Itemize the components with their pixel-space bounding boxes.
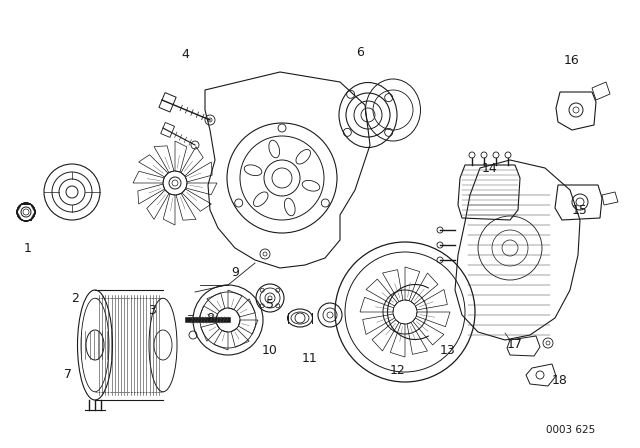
Text: 8: 8 (206, 311, 214, 324)
Text: 13: 13 (440, 344, 456, 357)
Text: 6: 6 (356, 46, 364, 59)
Text: 5: 5 (266, 298, 274, 311)
Text: 11: 11 (302, 352, 318, 365)
Text: 2: 2 (71, 292, 79, 305)
Text: 10: 10 (262, 344, 278, 357)
Text: 15: 15 (572, 203, 588, 216)
Text: 7: 7 (64, 369, 72, 382)
Text: 18: 18 (552, 374, 568, 387)
Text: 17: 17 (507, 339, 523, 352)
Text: 1: 1 (24, 241, 32, 254)
Text: 16: 16 (564, 53, 580, 66)
Text: 12: 12 (390, 363, 406, 376)
Text: 9: 9 (231, 266, 239, 279)
Text: 3: 3 (148, 303, 156, 316)
Text: 14: 14 (482, 161, 498, 175)
Text: 0003 625: 0003 625 (546, 425, 595, 435)
Text: 4: 4 (181, 48, 189, 61)
